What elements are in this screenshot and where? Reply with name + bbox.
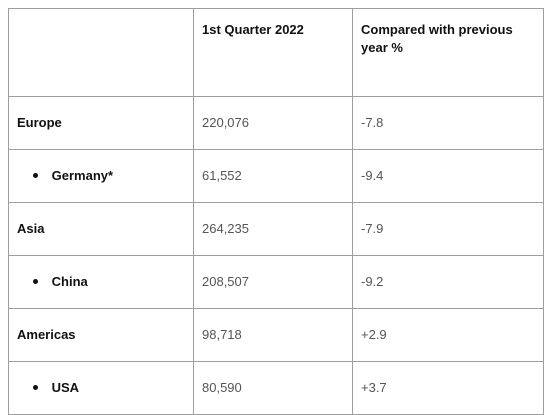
change-value: +2.9	[352, 308, 544, 362]
bullet-icon	[33, 173, 38, 179]
q1-value: 264,235	[193, 202, 353, 256]
header-q1-label: 1st Quarter 2022	[202, 22, 304, 37]
header-change-label: Compared with previous year %	[361, 22, 513, 55]
region-label: Asia	[8, 202, 194, 256]
sales-table: 1st Quarter 2022 Compared with previous …	[8, 8, 544, 415]
table-row: Germany* 61,552 -9.4	[8, 149, 544, 203]
change-value: -7.8	[352, 96, 544, 150]
subregion-label: China	[51, 274, 88, 289]
q1-value: 98,718	[193, 308, 353, 362]
bullet-icon	[33, 279, 38, 285]
sales-table-container: 1st Quarter 2022 Compared with previous …	[8, 8, 544, 415]
header-q1: 1st Quarter 2022	[193, 8, 353, 97]
subregion-label: USA	[51, 380, 80, 395]
table-header-row: 1st Quarter 2022 Compared with previous …	[8, 8, 544, 97]
table-row: Americas 98,718 +2.9	[8, 308, 544, 362]
subregion-cell: USA	[8, 361, 194, 415]
table-row: Europe 220,076 -7.8	[8, 96, 544, 150]
table-row: USA 80,590 +3.7	[8, 361, 544, 415]
table-row: China 208,507 -9.2	[8, 255, 544, 309]
q1-value: 80,590	[193, 361, 353, 415]
change-value: +3.7	[352, 361, 544, 415]
subregion-cell: Germany*	[8, 149, 194, 203]
region-label: Europe	[8, 96, 194, 150]
header-region	[8, 8, 194, 97]
change-value: -9.4	[352, 149, 544, 203]
q1-value: 61,552	[193, 149, 353, 203]
region-label: Americas	[8, 308, 194, 362]
header-change: Compared with previous year %	[352, 8, 544, 97]
q1-value: 208,507	[193, 255, 353, 309]
bullet-icon	[33, 385, 38, 391]
table-row: Asia 264,235 -7.9	[8, 202, 544, 256]
q1-value: 220,076	[193, 96, 353, 150]
subregion-cell: China	[8, 255, 194, 309]
change-value: -9.2	[352, 255, 544, 309]
subregion-label: Germany*	[51, 168, 114, 183]
change-value: -7.9	[352, 202, 544, 256]
